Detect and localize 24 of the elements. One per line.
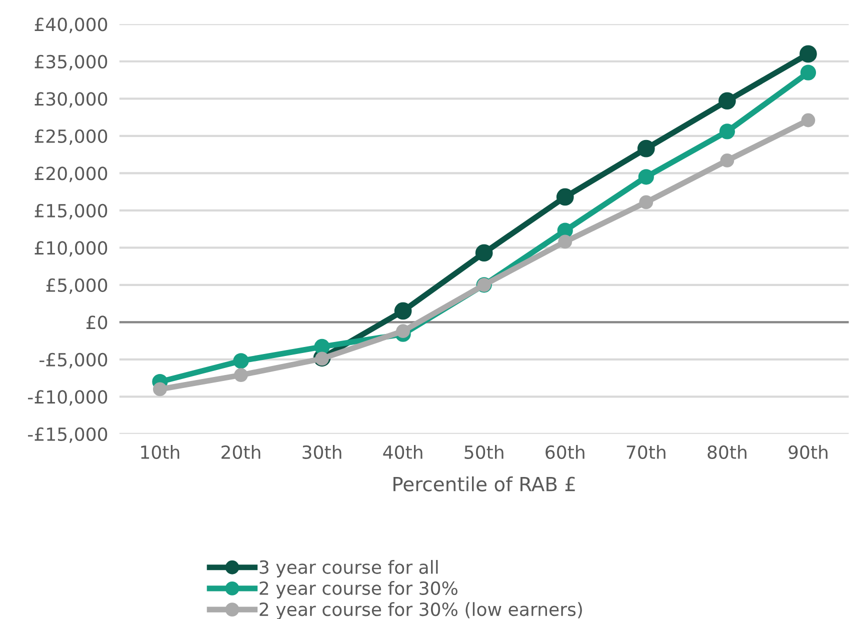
legend-label: 3 year course for all [260,560,438,578]
x-tick-label: 90th [788,445,828,460]
legend-label: 2 year course for 30% [260,581,458,599]
x-tick-label: 40th [383,445,422,460]
y-tick-label: £0 [86,316,108,330]
y-tick-label: £10,000 [34,241,108,257]
x-tick-label: 70th [626,445,666,460]
y-tick-label: -£10,000 [28,390,108,406]
y-tick-label: £5,000 [46,278,108,294]
y-tick-label: -£5,000 [40,352,108,368]
y-tick-label: £30,000 [34,92,108,108]
y-tick-label: £25,000 [34,129,108,145]
y-tick-label: £15,000 [34,204,108,220]
y-tick-label: £35,000 [34,54,108,70]
x-tick-label: 30th [302,445,342,460]
y-tick-label: £40,000 [34,18,108,34]
x-tick-label: 50th [464,445,504,460]
y-tick-label: -£15,000 [28,427,108,443]
x-tick-label: 10th [141,445,180,460]
y-tick-label: £20,000 [34,166,108,182]
x-tick-label: 80th [708,445,746,460]
x-tick-label: 60th [546,445,584,460]
x-axis-title: Percentile of RAB £ [394,476,575,492]
x-tick-label: 20th [222,445,260,460]
